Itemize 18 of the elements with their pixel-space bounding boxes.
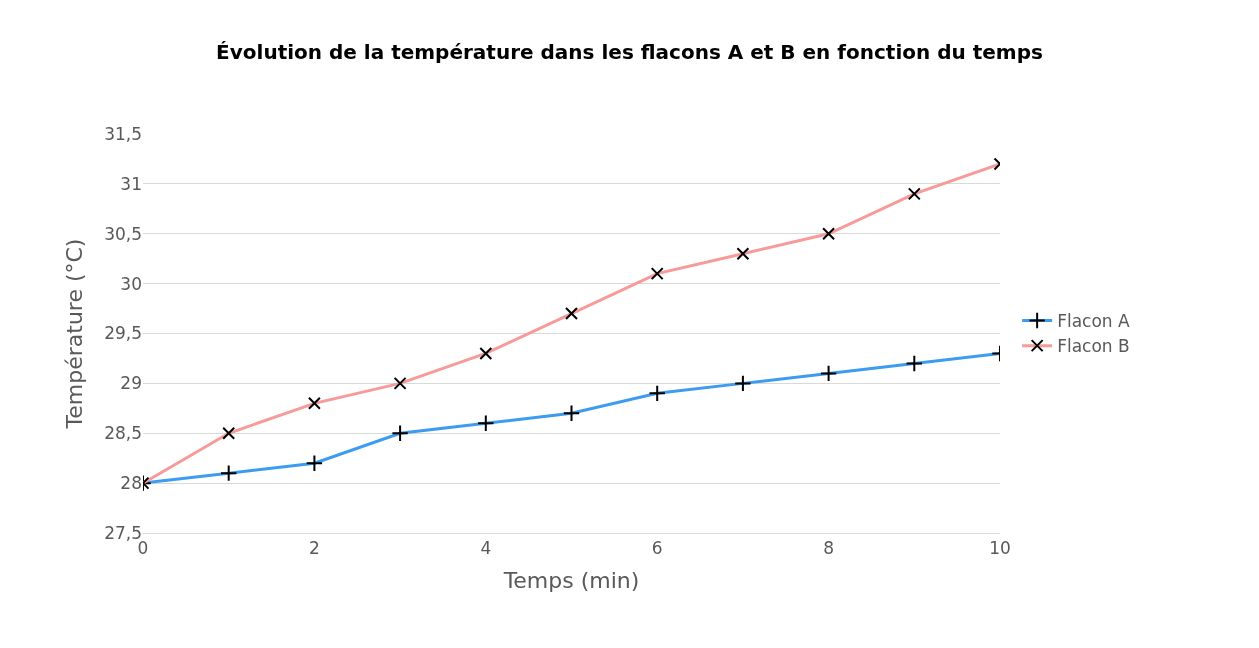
x-axis-title: Temps (min)	[502, 568, 640, 594]
y-tick-label: 30	[120, 273, 142, 294]
y-tick-label: 29	[120, 373, 142, 394]
legend-label: Flacon B	[1057, 336, 1130, 357]
x-tick-label: 4	[480, 538, 492, 559]
y-tick-label: 31,5	[104, 123, 142, 144]
x-tick-label: 6	[651, 538, 663, 559]
x-tick-label: 8	[823, 538, 835, 559]
legend-label: Flacon A	[1057, 311, 1130, 332]
y-tick-label: 28	[120, 473, 142, 494]
y-tick-label: 28,5	[104, 423, 142, 444]
x-tick-label: 2	[308, 538, 320, 559]
y-tick-label: 29,5	[104, 323, 142, 344]
chart-title: Évolution de la température dans les flacons A et B en fonction du temps	[216, 40, 1043, 65]
x-tick-label: 10	[989, 538, 1011, 559]
y-axis-title: Température (°C)	[61, 238, 87, 430]
y-tick-label: 30,5	[104, 223, 142, 244]
y-tick-label: 31	[120, 173, 142, 194]
